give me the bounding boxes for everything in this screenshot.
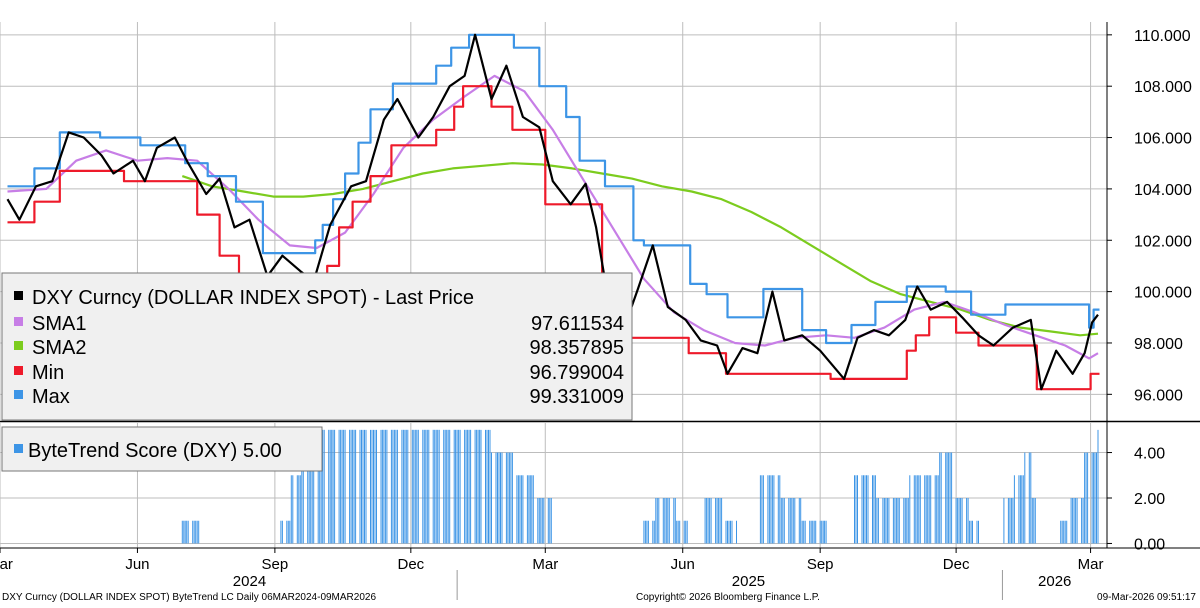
score-legend-box bbox=[1, 426, 323, 472]
x-tick-label: Jun bbox=[125, 556, 149, 573]
axis-layer: 110.000 108.000 106.000 104.000 102.000 100.0… bbox=[0, 28, 1192, 590]
score-ytick-label: 2.00 bbox=[1134, 491, 1165, 508]
price-ytick-label: 104.000 bbox=[1134, 182, 1192, 199]
price-ytick-label: 96.000 bbox=[1134, 387, 1183, 404]
sma2-line bbox=[181, 162, 1099, 337]
price-legend-box bbox=[1, 272, 633, 421]
legend-max-value: 99.331009 bbox=[529, 386, 624, 408]
price-ytick-label: 102.000 bbox=[1134, 233, 1192, 250]
legend-sma1-label: SMA1 bbox=[32, 313, 86, 335]
year-label: 2024 bbox=[233, 573, 266, 590]
price-lines-layer bbox=[6, 33, 1100, 391]
price-ytick-label: 110.000 bbox=[1134, 28, 1191, 45]
score-ytick-label: 4.00 bbox=[1134, 446, 1165, 463]
sma1-swatch bbox=[14, 317, 23, 326]
score-legend: ByteTrend Score (DXY) 5.00 bbox=[1, 426, 323, 472]
x-tick-label: Mar bbox=[1078, 556, 1104, 573]
score-legend-label: ByteTrend Score (DXY) 5.00 bbox=[28, 440, 282, 462]
last-price-swatch bbox=[14, 291, 23, 300]
max-line bbox=[7, 33, 1100, 345]
sma1-line bbox=[7, 74, 1099, 360]
score-bars-layer bbox=[181, 429, 1099, 544]
sma2-swatch bbox=[14, 341, 23, 350]
max-swatch bbox=[14, 390, 23, 399]
legend-last-price-label: DXY Curncy (DOLLAR INDEX SPOT) - Last Pr… bbox=[32, 287, 474, 309]
score-swatch bbox=[14, 444, 23, 453]
year-label: 2026 bbox=[1038, 573, 1071, 590]
x-tick-label: Sep bbox=[262, 556, 289, 573]
x-tick-label: Dec bbox=[397, 556, 424, 573]
min-swatch bbox=[14, 366, 23, 375]
x-tick-label: Jun bbox=[671, 556, 695, 573]
legend-max-label: Max bbox=[32, 386, 70, 408]
price-ytick-label: 106.000 bbox=[1134, 131, 1192, 148]
legend-sma1-value: 97.611534 bbox=[531, 313, 624, 335]
legend-min-label: Min bbox=[32, 362, 64, 384]
footer-left: DXY Curncy (DOLLAR INDEX SPOT) ByteTrend… bbox=[2, 592, 377, 603]
legend-min-value: 96.799004 bbox=[529, 362, 624, 384]
year-divider-layer bbox=[456, 570, 1003, 600]
frame-layer bbox=[0, 22, 1200, 549]
x-tick-label: Mar bbox=[532, 556, 558, 573]
footer-right: 09-Mar-2026 09:51:17 bbox=[1097, 592, 1196, 603]
price-ytick-label: 100.000 bbox=[1134, 285, 1192, 302]
x-tick-label: Mar bbox=[0, 556, 13, 573]
x-tick-label: Sep bbox=[807, 556, 834, 573]
legend-sma2-value: 98.357895 bbox=[529, 337, 624, 359]
footer-center: Copyright© 2026 Bloomberg Finance L.P. bbox=[636, 592, 820, 603]
price-ytick-label: 108.000 bbox=[1134, 79, 1192, 96]
last-price-line bbox=[6, 33, 1099, 391]
year-label: 2025 bbox=[732, 573, 765, 590]
legend-sma2-label: SMA2 bbox=[32, 337, 86, 359]
x-tick-label: Dec bbox=[943, 556, 970, 573]
price-ytick-label: 98.000 bbox=[1134, 336, 1183, 353]
min-line bbox=[7, 85, 1100, 391]
price-legend: DXY Curncy (DOLLAR INDEX SPOT) - Last Pr… bbox=[1, 272, 633, 421]
score-ytick-label: 0.00 bbox=[1134, 536, 1165, 553]
